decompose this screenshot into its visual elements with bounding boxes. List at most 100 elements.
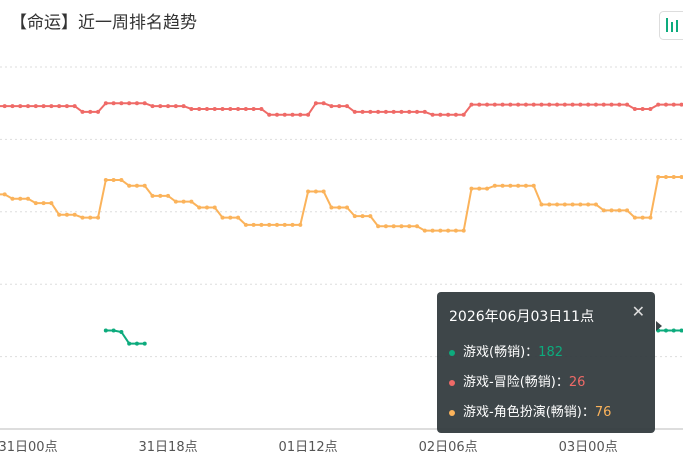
point: [508, 102, 513, 107]
point: [407, 224, 412, 229]
point: [127, 101, 132, 106]
tooltip-close[interactable]: ✕: [631, 302, 645, 321]
point: [158, 104, 163, 109]
point: [243, 222, 248, 227]
x-tick-label: 01日12点: [279, 440, 338, 455]
tooltip-series-name: 游戏(畅销): [463, 345, 526, 360]
point: [399, 224, 404, 229]
point: [290, 112, 295, 117]
point: [220, 215, 225, 220]
point: [111, 177, 116, 182]
point: [539, 102, 544, 107]
point: [415, 224, 420, 229]
point: [72, 104, 77, 109]
point: [609, 102, 614, 107]
point: [663, 175, 668, 180]
point: [601, 208, 606, 213]
tooltip-pointer: [656, 321, 662, 331]
tooltip-series-name: 游戏-冒险(畅销): [463, 375, 556, 390]
point: [648, 215, 653, 220]
point: [49, 201, 54, 206]
tooltip-title: 2026年06月03日11点: [449, 309, 595, 325]
point: [679, 175, 683, 180]
x-tick-label: 03日00点: [559, 440, 618, 455]
point: [485, 186, 490, 191]
point: [2, 104, 7, 109]
point: [492, 102, 497, 107]
point: [399, 109, 404, 114]
point: [259, 222, 264, 227]
point: [453, 112, 458, 117]
point: [578, 102, 583, 107]
point: [477, 186, 482, 191]
point: [119, 101, 124, 106]
point: [49, 104, 54, 109]
point: [446, 228, 451, 233]
chart-type-button[interactable]: [659, 11, 683, 40]
point: [111, 101, 116, 106]
point: [64, 212, 69, 217]
point: [236, 106, 241, 111]
point: [632, 106, 637, 111]
point: [391, 109, 396, 114]
point: [220, 106, 225, 111]
point: [274, 112, 279, 117]
point: [290, 222, 295, 227]
point: [547, 102, 552, 107]
point: [555, 202, 560, 207]
point: [274, 222, 279, 227]
point: [663, 102, 668, 107]
tooltip-value: 182: [538, 345, 563, 360]
point: [313, 101, 318, 106]
point: [189, 199, 194, 204]
point: [368, 109, 373, 114]
point: [547, 202, 552, 207]
point: [127, 341, 132, 346]
point: [562, 202, 567, 207]
point: [212, 205, 217, 210]
point: [80, 109, 85, 114]
point: [321, 101, 326, 106]
point: [134, 183, 139, 188]
point: [671, 175, 676, 180]
point: [267, 112, 272, 117]
point: [352, 109, 357, 114]
point: [562, 102, 567, 107]
point: [150, 193, 155, 198]
point: [516, 102, 521, 107]
point: [391, 224, 396, 229]
point: [516, 183, 521, 188]
point: [523, 102, 528, 107]
point: [593, 202, 598, 207]
point: [586, 102, 591, 107]
point: [383, 109, 388, 114]
separator: ：: [525, 345, 539, 360]
point: [461, 228, 466, 233]
point: [360, 214, 365, 219]
point: [625, 208, 630, 213]
point: [477, 102, 482, 107]
point: [656, 175, 661, 180]
point: [345, 205, 349, 210]
point: [422, 228, 427, 233]
point: [142, 101, 147, 106]
point: [360, 109, 365, 114]
point: [632, 215, 637, 220]
point: [306, 189, 311, 194]
point: [134, 101, 139, 106]
x-tick-label: 31日00点: [0, 440, 58, 455]
point: [531, 183, 536, 188]
point: [251, 222, 256, 227]
point: [33, 201, 38, 206]
tooltip-value: 26: [568, 375, 586, 390]
point: [663, 328, 668, 333]
point: [2, 192, 7, 197]
point: [33, 104, 38, 109]
point: [555, 102, 560, 107]
point: [18, 196, 23, 201]
point: [57, 104, 62, 109]
point: [228, 215, 233, 220]
point: [617, 102, 622, 107]
